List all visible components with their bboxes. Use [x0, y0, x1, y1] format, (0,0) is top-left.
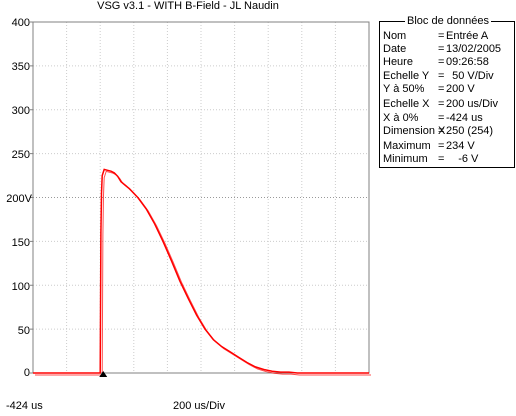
y-tick-200: 200V [6, 193, 32, 205]
data-row-key: X à 0% [383, 112, 419, 124]
data-row-equals: = [438, 30, 445, 42]
trigger-marker-icon [99, 371, 108, 377]
data-row-echelle-x: Echelle X = 200 us/Div [383, 98, 513, 110]
data-row-equals: = [438, 140, 445, 152]
y-tick-400: 400 [11, 17, 30, 29]
data-row-y-50: Y à 50% = 200 V [383, 83, 513, 95]
data-row-value: 234 V [446, 140, 475, 152]
data-row-value: 200 us/Div [446, 98, 498, 110]
data-row-value: 200 V [446, 83, 475, 95]
data-row-key: Nom [383, 30, 407, 42]
signal-trace-shadow [35, 170, 371, 376]
data-row-equals: = [438, 153, 445, 165]
data-row-date: Date = 13/02/2005 [383, 43, 513, 55]
signal-trace [33, 168, 369, 374]
data-row-dimension-x: Dimension X = 250 (254) [383, 125, 513, 137]
data-row-value: 50 V/Div [446, 70, 494, 82]
y-tick-350: 350 [11, 61, 30, 73]
data-row-key: Echelle X [383, 98, 430, 110]
data-row-value: 13/02/2005 [446, 43, 502, 55]
data-row-maximum: Maximum = 234 V [383, 140, 513, 152]
data-row-equals: = [438, 43, 445, 55]
data-row-key: Echelle Y [383, 70, 430, 82]
x-offset-label: -424 us [6, 400, 43, 412]
y-tick-50: 50 [17, 325, 30, 337]
data-row-x-0: X à 0% = -424 us [383, 112, 513, 124]
data-row-value: 250 (254) [446, 125, 494, 137]
data-row-key: Minimum [383, 153, 428, 165]
data-row-equals: = [438, 83, 445, 95]
data-row-echelle-y: Echelle Y = 50 V/Div [383, 70, 513, 82]
data-row-equals: = [438, 70, 445, 82]
data-row-equals: = [438, 98, 445, 110]
y-tick-0: 0 [23, 367, 30, 379]
window-title: VSG v3.1 - WITH B-Field - JL Naudin [97, 0, 279, 12]
y-tick-100: 100 [11, 281, 30, 293]
data-row-minimum: Minimum = -6 V [383, 153, 513, 165]
data-block-title: Bloc de données [405, 14, 491, 28]
data-row-value: -6 V [446, 153, 479, 165]
x-scale-label: 200 us/Div [173, 400, 225, 412]
y-tick-300: 300 [11, 105, 30, 117]
y-tick-150: 150 [11, 237, 30, 249]
data-row-key: Heure [383, 56, 413, 68]
data-row-value: 09:26:58 [446, 56, 489, 68]
data-row-value: -424 us [446, 112, 483, 124]
data-row-nom: Nom = Entrée A [383, 30, 513, 42]
data-row-equals: = [438, 56, 445, 68]
data-row-key: Y à 50% [383, 83, 425, 95]
y-tick-250: 250 [11, 149, 30, 161]
data-row-equals: = [438, 125, 445, 137]
axis-ticks [30, 21, 33, 374]
data-row-key: Dimension X [383, 125, 446, 137]
data-row-key: Maximum [383, 140, 431, 152]
data-row-value: Entrée A [446, 30, 489, 42]
data-row-key: Date [383, 43, 407, 55]
data-row-heure: Heure = 09:26:58 [383, 56, 513, 68]
data-row-equals: = [438, 112, 445, 124]
